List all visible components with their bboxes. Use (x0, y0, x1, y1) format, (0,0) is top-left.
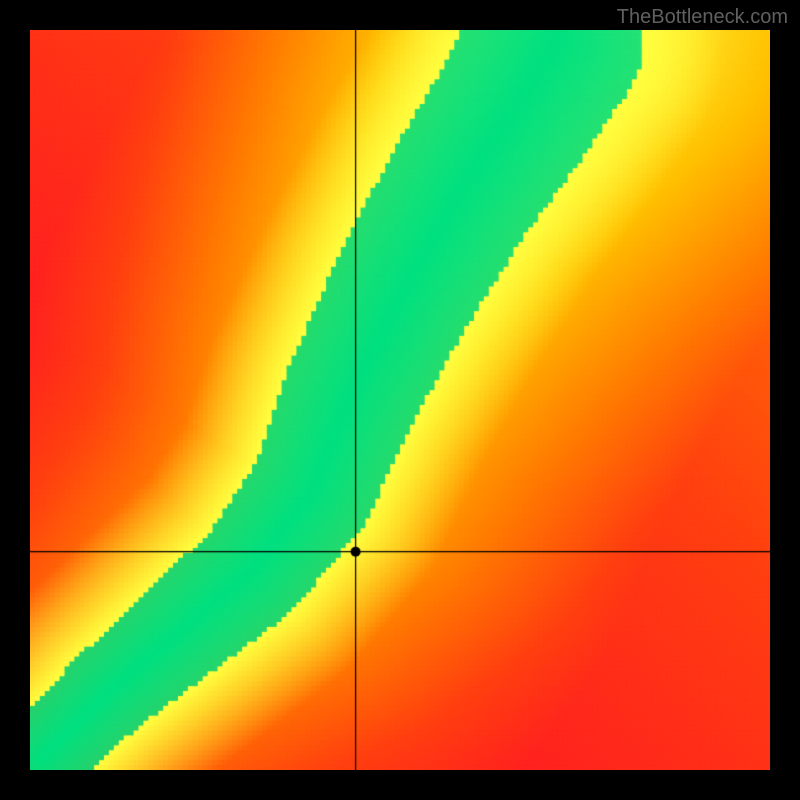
heatmap-canvas (30, 30, 770, 770)
chart-container: TheBottleneck.com (0, 0, 800, 800)
watermark-text: TheBottleneck.com (617, 6, 788, 29)
heatmap-plot (30, 30, 770, 770)
